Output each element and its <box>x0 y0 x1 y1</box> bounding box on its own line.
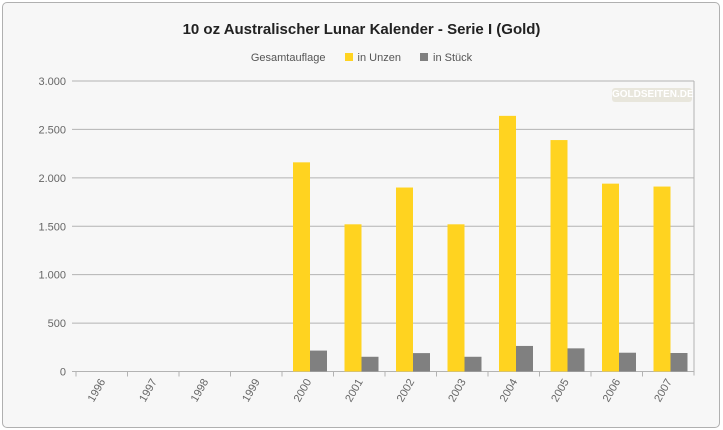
bar-unzen <box>396 187 413 372</box>
y-tick-label: 500 <box>48 318 66 330</box>
x-tick-label: 1997 <box>137 377 160 404</box>
y-tick-label: 3.000 <box>38 76 66 88</box>
bar-unzen <box>653 186 671 372</box>
x-tick-label: 1996 <box>86 377 109 404</box>
legend: Gesamtauflage in Unzen in Stück <box>0 52 723 64</box>
legend-swatch <box>420 53 428 61</box>
watermark-logo: GOLDSEITEN.DE <box>612 88 694 102</box>
y-tick-label: 2.000 <box>38 173 66 185</box>
bar-unzen <box>293 162 310 372</box>
chart-title: 10 oz Australischer Lunar Kalender - Ser… <box>182 21 541 38</box>
bar-stueck <box>516 345 533 372</box>
bar-unzen <box>550 140 568 372</box>
legend-swatch <box>344 53 353 61</box>
legend-title: Gesamtauflage <box>250 52 326 64</box>
x-tick-label: 2001 <box>343 377 366 404</box>
x-tick-label: 2000 <box>292 377 315 404</box>
y-tick-label: 1.500 <box>38 221 66 233</box>
legend-item-stueck[interactable]: in Stück <box>420 52 472 64</box>
y-tick-label: 0 <box>60 367 66 379</box>
bar-stueck <box>567 348 585 372</box>
bar-unzen <box>499 115 516 372</box>
bar-stueck <box>670 353 688 372</box>
x-tick-label: 2002 <box>395 377 418 404</box>
bar-stueck <box>310 350 327 372</box>
x-tick-label: 1999 <box>240 377 263 404</box>
legend-item-unzen[interactable]: in Unzen <box>344 52 401 64</box>
bar-unzen <box>602 183 619 372</box>
bar-unzen <box>344 224 362 372</box>
x-tick-label: 2003 <box>446 377 469 404</box>
x-tick-label: 2005 <box>549 377 572 404</box>
bar-stueck <box>361 356 379 372</box>
bar-stueck <box>619 352 636 372</box>
x-tick-label: 1998 <box>189 377 212 404</box>
bar-stueck <box>413 353 430 372</box>
x-tick-label: 2007 <box>652 377 675 404</box>
y-tick-label: 1.000 <box>38 270 66 282</box>
x-tick-label: 2006 <box>601 377 624 404</box>
y-tick-label: 2.500 <box>38 124 66 136</box>
bar-stueck <box>464 356 482 372</box>
x-tick-label: 2004 <box>498 377 521 404</box>
bar-unzen <box>447 224 465 372</box>
